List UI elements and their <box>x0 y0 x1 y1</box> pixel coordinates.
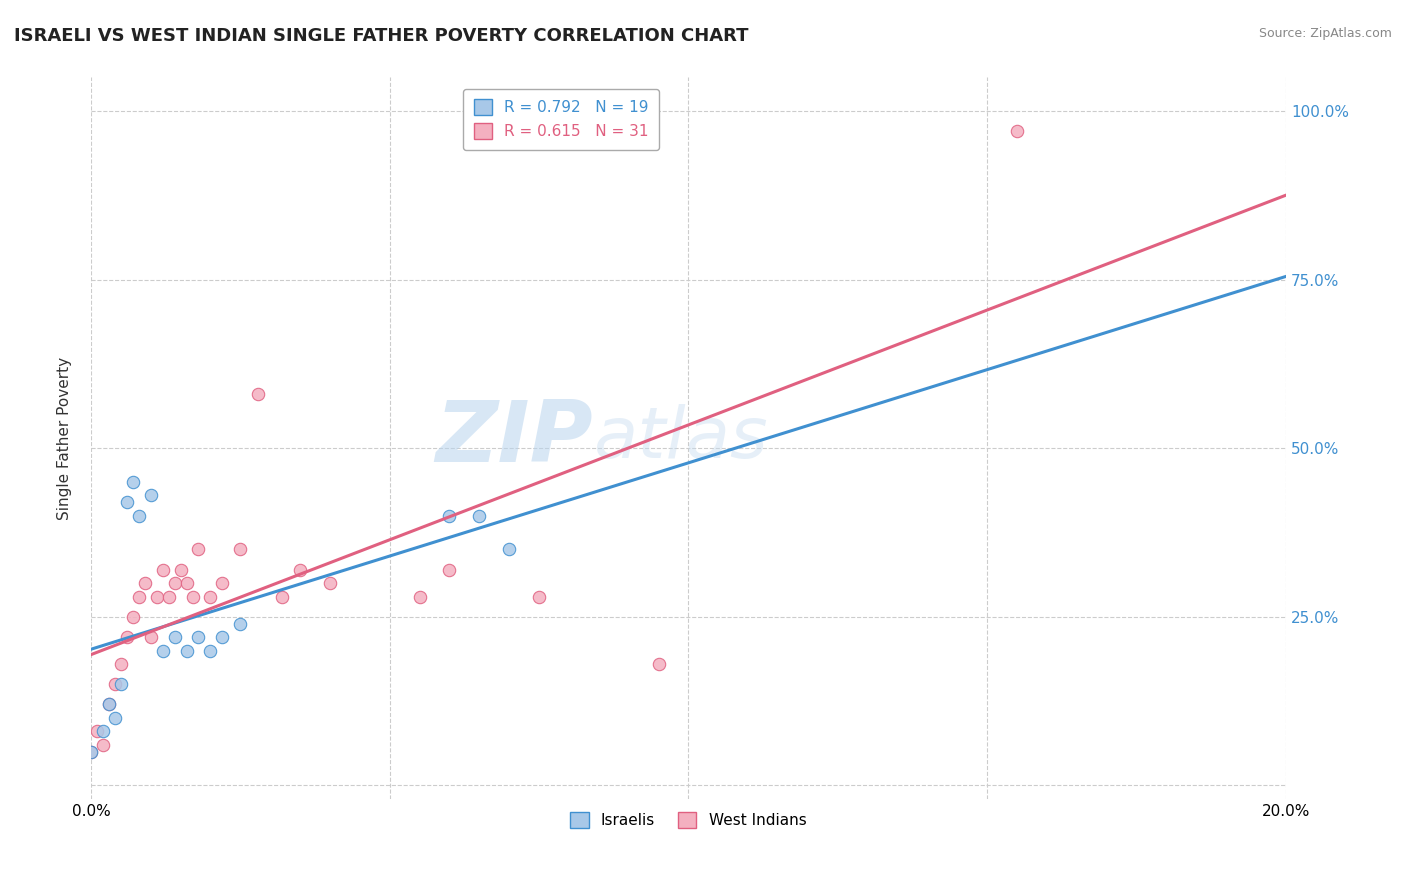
Text: atlas: atlas <box>593 404 768 473</box>
Point <box>319 576 342 591</box>
Point <box>128 508 150 523</box>
Point <box>86 724 108 739</box>
Point <box>110 677 132 691</box>
Point <box>97 698 120 712</box>
Point <box>121 609 143 624</box>
Point <box>468 508 491 523</box>
Legend: Israelis, West Indians: Israelis, West Indians <box>564 806 813 835</box>
Point <box>104 677 127 691</box>
Point <box>200 590 222 604</box>
Point <box>115 630 138 644</box>
Point <box>128 590 150 604</box>
Point <box>181 590 204 604</box>
Point <box>200 643 222 657</box>
Point <box>110 657 132 671</box>
Point <box>91 724 114 739</box>
Point <box>139 630 162 644</box>
Point <box>145 590 167 604</box>
Point <box>163 630 186 644</box>
Point <box>163 576 186 591</box>
Y-axis label: Single Father Poverty: Single Father Poverty <box>58 357 72 520</box>
Point <box>169 563 191 577</box>
Point <box>115 495 138 509</box>
Point <box>229 542 252 557</box>
Point <box>152 643 174 657</box>
Point <box>187 542 209 557</box>
Point <box>139 488 162 502</box>
Point <box>247 387 270 401</box>
Point <box>1005 124 1028 138</box>
Text: ZIP: ZIP <box>436 397 593 480</box>
Point <box>157 590 180 604</box>
Point <box>498 542 520 557</box>
Point <box>408 590 430 604</box>
Point <box>152 563 174 577</box>
Point <box>271 590 294 604</box>
Point <box>80 745 103 759</box>
Point <box>439 563 461 577</box>
Point <box>211 576 233 591</box>
Point <box>176 643 198 657</box>
Point <box>288 563 311 577</box>
Point <box>187 630 209 644</box>
Point <box>134 576 156 591</box>
Point <box>91 738 114 752</box>
Point <box>229 616 252 631</box>
Point <box>80 745 103 759</box>
Point <box>104 711 127 725</box>
Point <box>211 630 233 644</box>
Text: ISRAELI VS WEST INDIAN SINGLE FATHER POVERTY CORRELATION CHART: ISRAELI VS WEST INDIAN SINGLE FATHER POV… <box>14 27 748 45</box>
Point <box>647 657 669 671</box>
Point <box>97 698 120 712</box>
Text: Source: ZipAtlas.com: Source: ZipAtlas.com <box>1258 27 1392 40</box>
Point <box>527 590 550 604</box>
Point <box>121 475 143 489</box>
Point <box>176 576 198 591</box>
Point <box>439 508 461 523</box>
